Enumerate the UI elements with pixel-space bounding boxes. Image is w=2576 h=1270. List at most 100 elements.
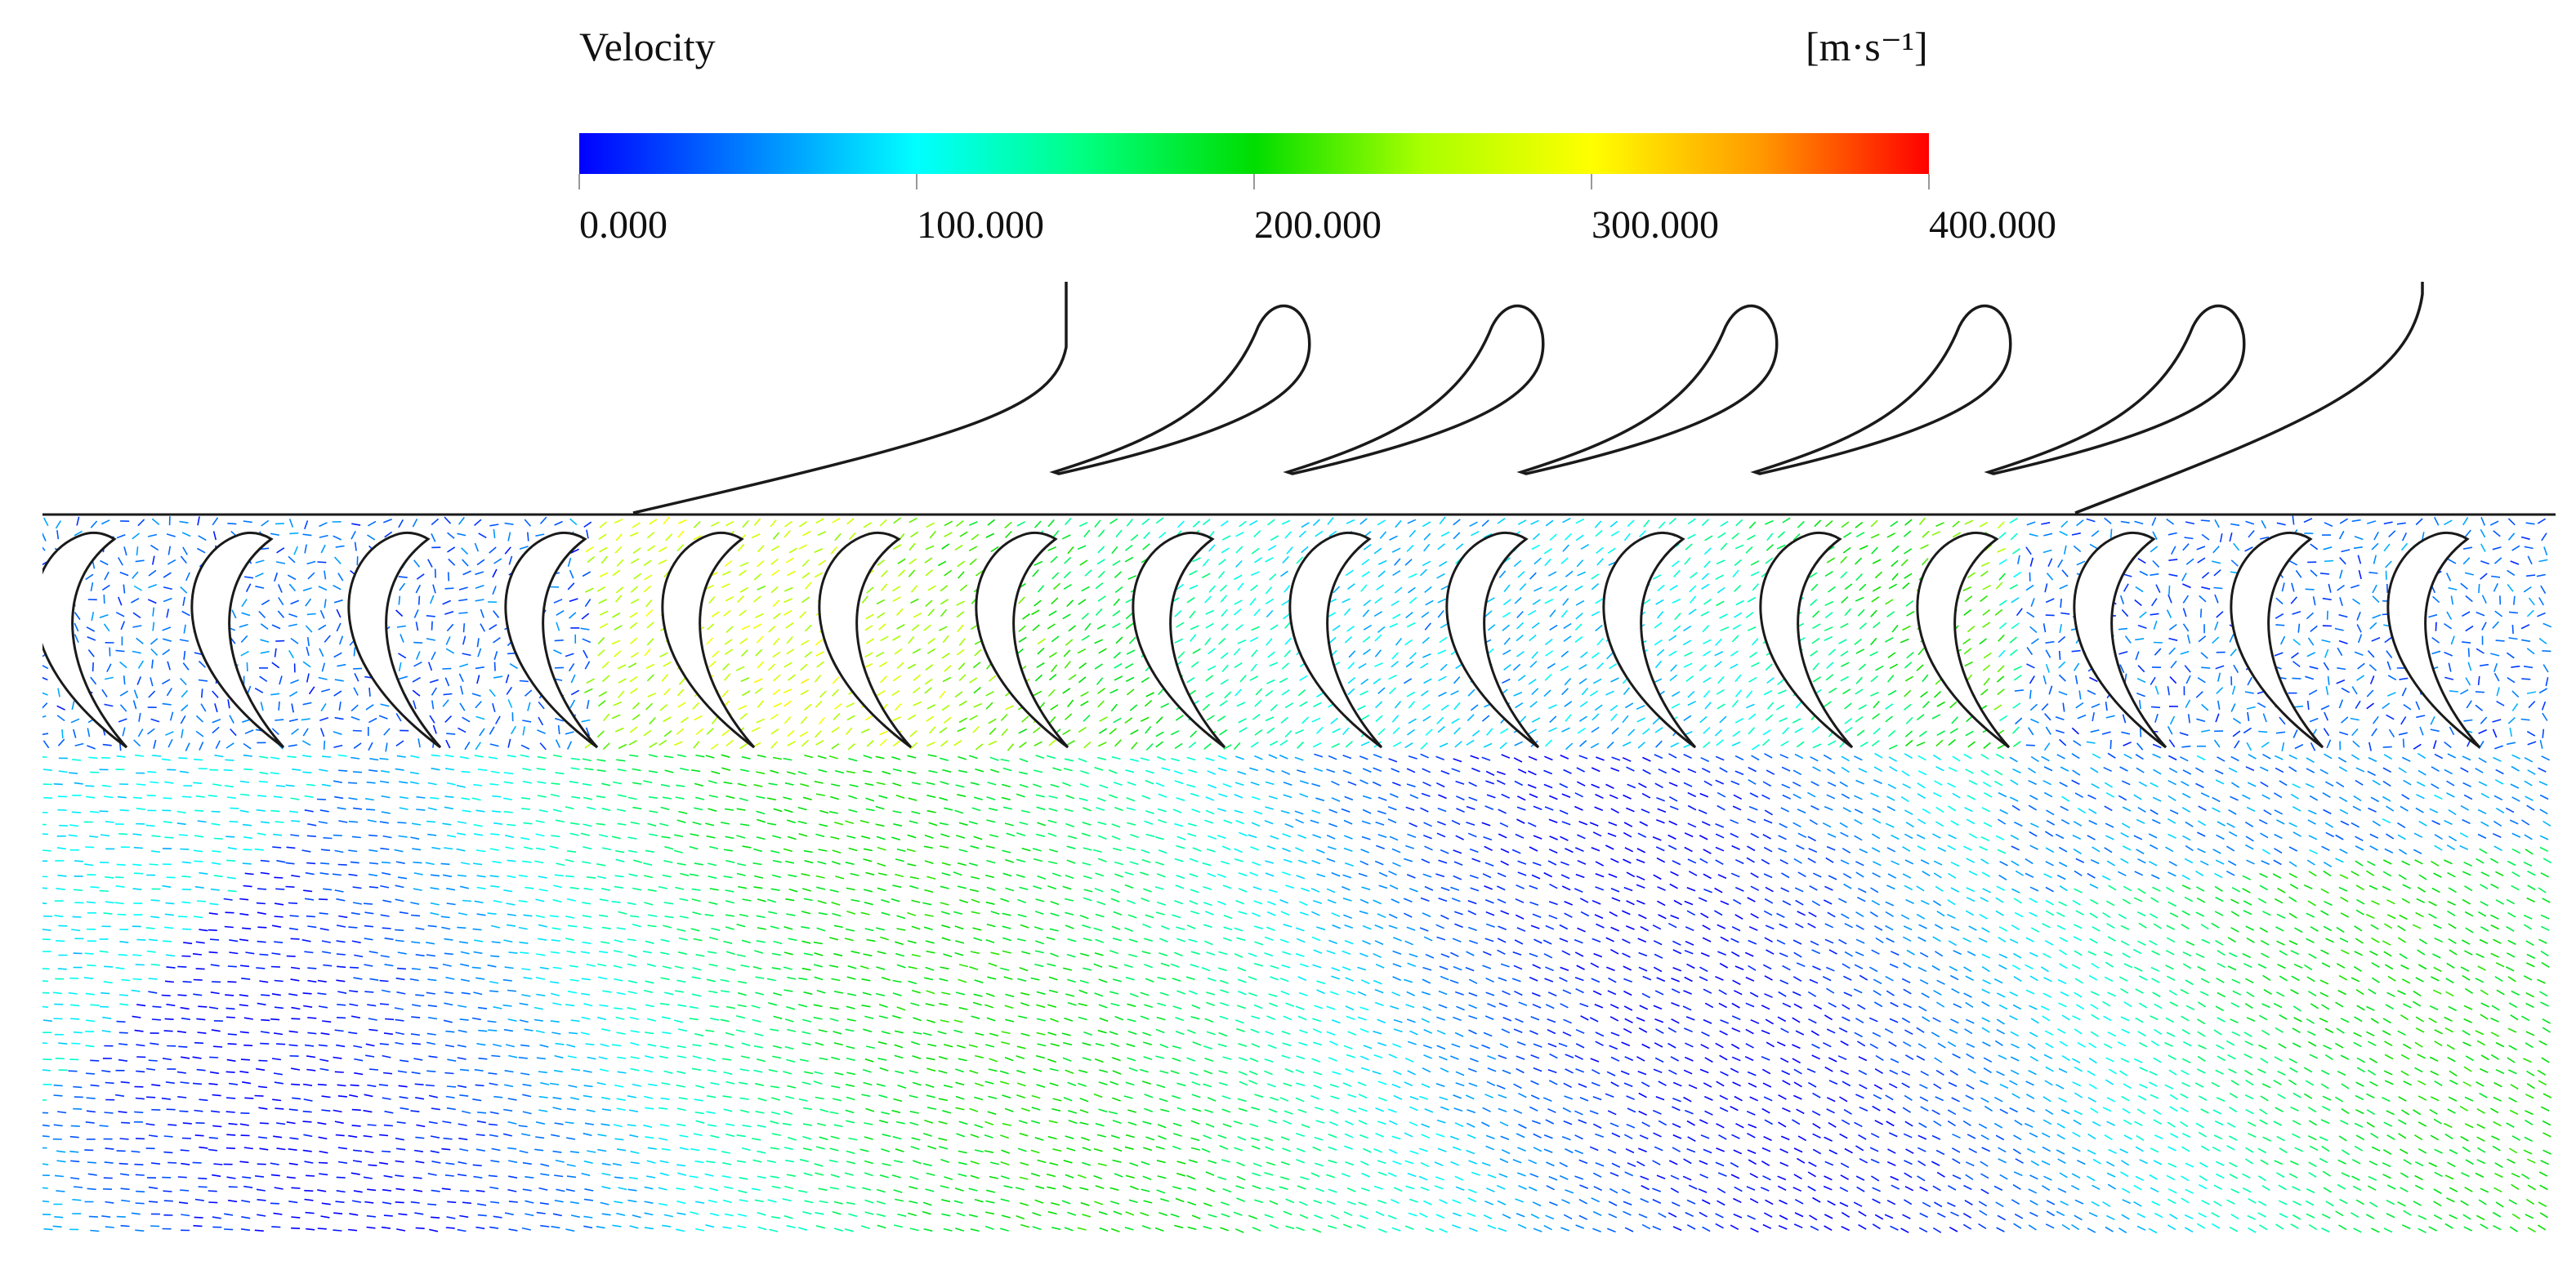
velocity-vector: [2309, 666, 2319, 670]
velocity-vector: [1201, 573, 1211, 579]
velocity-vector: [364, 798, 375, 801]
velocity-vector: [1564, 912, 1573, 918]
velocity-vector: [1715, 846, 1725, 852]
velocity-vector: [1453, 532, 1461, 540]
velocity-vector: [2481, 595, 2487, 604]
velocity-vector: [119, 571, 129, 577]
velocity-vector: [442, 822, 452, 826]
velocity-vector: [368, 862, 378, 865]
velocity-vector: [1439, 516, 1446, 525]
velocity-vector: [968, 862, 978, 867]
velocity-vector: [957, 794, 967, 797]
velocity-vector: [1904, 730, 1913, 737]
velocity-vector: [1747, 897, 1756, 902]
velocity-vector: [536, 768, 546, 771]
velocity-vector: [2092, 846, 2101, 853]
velocity-vector: [1764, 752, 1773, 759]
velocity-vector: [1548, 586, 1557, 592]
velocity-vector: [2072, 899, 2081, 906]
velocity-vector: [2373, 532, 2379, 541]
velocity-vector: [383, 728, 391, 736]
velocity-vector: [768, 782, 778, 786]
velocity-vector: [2400, 716, 2407, 725]
velocity-vector: [2182, 769, 2192, 775]
velocity-vector: [643, 585, 652, 593]
velocity-vector: [507, 532, 511, 541]
velocity-vector: [1751, 744, 1760, 751]
velocity-vector: [472, 862, 483, 866]
velocity-vector: [773, 808, 783, 813]
velocity-vector: [2433, 872, 2442, 878]
velocity-vector: [1750, 872, 1759, 879]
velocity-vector: [1887, 652, 1896, 659]
velocity-vector: [2444, 519, 2453, 526]
velocity-vector: [1251, 795, 1261, 800]
velocity-vector: [181, 729, 184, 738]
velocity-vector: [334, 716, 344, 720]
velocity-vector: [1562, 517, 1571, 524]
velocity-vector: [445, 739, 451, 749]
velocity-vector: [1389, 885, 1399, 890]
velocity-vector: [663, 661, 672, 667]
velocity-vector: [1435, 755, 1444, 761]
velocity-vector: [1469, 521, 1478, 528]
velocity-vector: [1812, 676, 1822, 683]
velocity-vector: [2215, 859, 2225, 865]
velocity-vector: [1270, 835, 1279, 840]
velocity-vector: [720, 822, 730, 825]
velocity-vector: [1517, 675, 1526, 682]
velocity-vector: [736, 862, 747, 867]
velocity-vector: [1687, 858, 1697, 864]
velocity-vector: [2201, 666, 2211, 669]
velocity-vector: [1033, 783, 1042, 788]
velocity-vector: [988, 718, 997, 724]
velocity-vector: [1857, 888, 1867, 893]
velocity-vector: [941, 862, 951, 867]
velocity-vector: [1997, 521, 2005, 529]
velocity-vector: [645, 663, 655, 670]
velocity-vector: [1904, 519, 1913, 526]
velocity-vector: [2339, 731, 2349, 736]
velocity-vector: [1112, 847, 1122, 852]
velocity-vector: [334, 556, 342, 564]
velocity-vector: [1065, 822, 1075, 828]
velocity-vector: [1730, 872, 1740, 878]
velocity-vector: [1109, 688, 1118, 694]
velocity-vector: [2369, 675, 2375, 684]
velocity-vector: [1423, 822, 1432, 827]
velocity-vector: [2462, 871, 2471, 876]
velocity-vector: [954, 809, 964, 814]
velocity-vector: [1731, 844, 1740, 850]
velocity-vector: [583, 649, 588, 659]
velocity-vector: [1388, 870, 1397, 876]
velocity-vector: [1936, 701, 1945, 707]
velocity-vector: [1280, 809, 1290, 814]
velocity-vector: [2118, 627, 2128, 631]
velocity-vector: [1503, 664, 1511, 671]
velocity-vector: [2523, 666, 2534, 669]
velocity-vector: [1035, 833, 1045, 837]
velocity-vector: [1827, 911, 1836, 918]
velocity-vector: [1037, 875, 1047, 880]
velocity-vector: [2245, 766, 2255, 772]
velocity-vector: [462, 559, 469, 567]
velocity-vector: [1533, 805, 1542, 810]
velocity-vector: [939, 796, 949, 801]
velocity-vector: [1362, 809, 1372, 814]
velocity-vector: [877, 887, 886, 892]
velocity-vector: [1610, 530, 1620, 537]
velocity-vector: [2043, 873, 2052, 879]
velocity-vector: [1286, 546, 1293, 555]
velocity-vector: [353, 647, 356, 657]
velocity-vector: [352, 886, 362, 889]
velocity-vector: [1342, 898, 1352, 902]
velocity-vector: [2520, 639, 2531, 643]
velocity-vector: [1481, 822, 1491, 827]
velocity-vector: [1748, 766, 1757, 773]
velocity-vector: [2012, 768, 2021, 774]
velocity-vector: [1128, 636, 1136, 644]
velocity-vector: [2416, 715, 2426, 719]
velocity-vector: [2043, 766, 2053, 772]
velocity-vector: [1532, 913, 1542, 919]
velocity-vector: [1110, 703, 1118, 712]
